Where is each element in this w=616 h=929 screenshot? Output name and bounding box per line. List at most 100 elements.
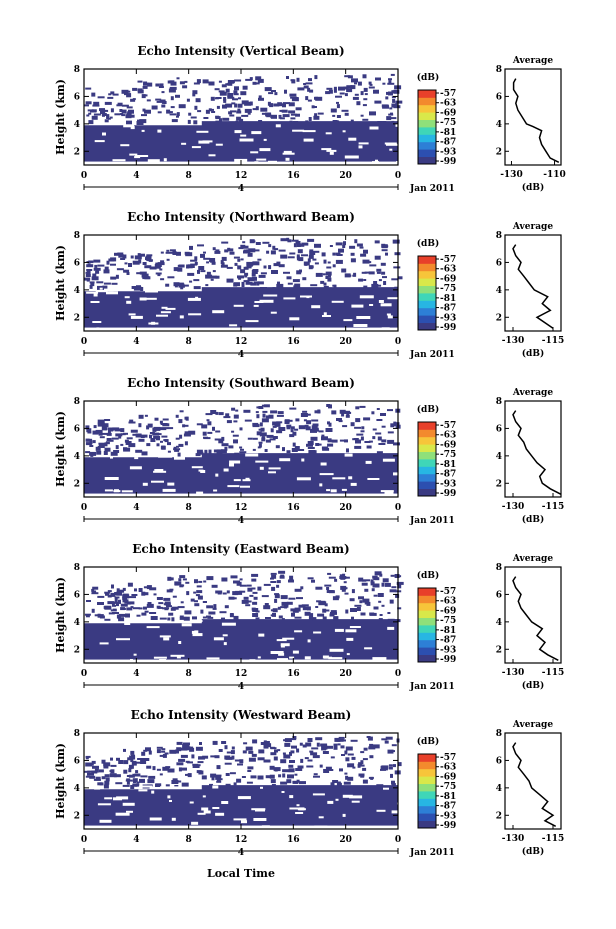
echo-cell [295, 768, 303, 771]
echo-cell [222, 592, 227, 595]
echo-cell [303, 419, 307, 422]
echo-cell [122, 254, 127, 259]
echo-cell [383, 281, 387, 285]
echo-cell [364, 271, 371, 274]
echo-cell [314, 262, 319, 265]
echo-cell [110, 757, 113, 761]
average-frame [504, 732, 562, 830]
gap-cell [165, 307, 176, 310]
echo-cell [270, 115, 275, 119]
colorbar-cell [418, 156, 436, 165]
colorbar-cell [418, 602, 436, 611]
echo-cell [236, 116, 242, 121]
echo-cell [242, 750, 247, 754]
echo-cell [282, 114, 290, 118]
echo-cell [177, 606, 185, 609]
colorbar-tick-label: -93 [440, 645, 456, 655]
average-profile-line [512, 78, 560, 163]
echo-cell [201, 424, 208, 429]
echo-cell [225, 103, 233, 108]
echo-cell [86, 600, 91, 602]
echo-cell [184, 80, 188, 83]
echo-cell [244, 419, 252, 422]
echo-cell [317, 112, 324, 115]
gap-cell [329, 648, 344, 652]
echo-cell [190, 746, 194, 749]
echo-cell [244, 272, 249, 276]
echo-cell [347, 776, 354, 781]
echo-cell [305, 96, 309, 101]
echo-cell [179, 615, 184, 618]
colorbar-tick-label: -81 [440, 294, 456, 304]
echo-cell [190, 598, 195, 602]
echo-cell [314, 243, 321, 248]
gap-cell [351, 304, 364, 308]
date-label: Jan 2011 [409, 516, 455, 526]
colorbar-cell [418, 436, 436, 445]
echo-cell [241, 776, 246, 778]
gap-cell [234, 130, 242, 134]
gap-cell [270, 311, 277, 314]
echo-cell [212, 247, 216, 251]
colorbar-cell [418, 632, 436, 641]
echo-cell [95, 776, 101, 781]
echo-cell [366, 445, 372, 449]
gap-cell [191, 630, 198, 634]
echo-cell [363, 98, 368, 101]
echo-cell [343, 241, 346, 246]
echo-cell [122, 594, 130, 599]
echo-cell [307, 577, 314, 580]
echo-cell [138, 438, 145, 442]
gap-cell [162, 488, 176, 492]
echo-cell [385, 736, 393, 740]
echo-cell [129, 766, 133, 770]
gap-cell [213, 637, 224, 641]
echo-cell [239, 451, 247, 454]
gap-cell [296, 804, 300, 807]
echo-cell [198, 770, 204, 775]
echo-cell [277, 102, 283, 107]
gap-cell [161, 306, 168, 309]
echo-cell [216, 449, 223, 453]
echo-cell [175, 94, 180, 98]
echo-cell [111, 603, 115, 606]
gap-cell [289, 656, 295, 659]
echo-cell [214, 438, 222, 441]
gap-cell [130, 315, 143, 319]
echo-cell [282, 769, 290, 773]
echo-cell [387, 618, 395, 623]
echo-cell [156, 768, 161, 771]
echo-cell [330, 782, 335, 787]
echo-cell [124, 262, 128, 265]
gap-cell [259, 148, 271, 152]
echo-cell [207, 421, 212, 426]
echo-cell [313, 775, 320, 778]
gap-cell [241, 820, 247, 824]
colorbar-tick-label: -81 [440, 460, 456, 470]
echo-cell [238, 97, 241, 100]
gap-cell [197, 620, 203, 622]
echo-cell [302, 744, 307, 748]
gap-cell [138, 789, 148, 792]
echo-cell [307, 87, 311, 92]
echo-cell [264, 87, 272, 92]
colorbar-tick-label: -63 [440, 597, 456, 607]
echo-cell [321, 436, 328, 441]
echo-cell [187, 773, 192, 778]
echo-cell [224, 249, 229, 253]
echo-cell [286, 601, 293, 605]
echo-cell [304, 413, 311, 416]
echo-cell [279, 117, 285, 120]
gap-cell [130, 126, 135, 130]
echo-cell [223, 416, 231, 419]
echo-cell [126, 437, 133, 440]
echo-cell [128, 443, 136, 448]
colorbar-cell [418, 654, 436, 663]
y-tick-label: 4 [74, 286, 80, 296]
echo-cell [340, 587, 348, 590]
echo-cell [328, 274, 331, 278]
gap-cell [167, 795, 171, 799]
date-label: Jan 2011 [409, 848, 455, 858]
colorbar-tick-label: -69 [440, 274, 456, 284]
echo-cell [182, 85, 188, 89]
